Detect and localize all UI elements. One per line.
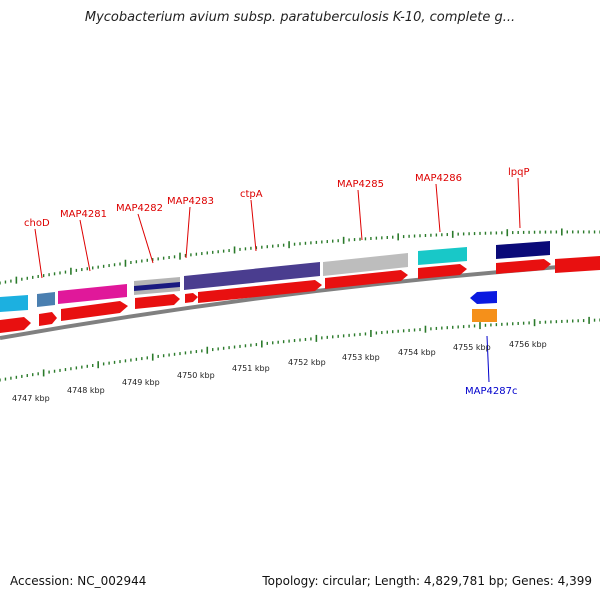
gene-label[interactable]: choD	[24, 218, 50, 229]
reverse-label-leader	[486, 335, 490, 383]
inner-tick-row	[0, 316, 600, 382]
kbp-labels: 4747 kbp 4748 kbp 4749 kbp 4750 kbp 4751…	[12, 340, 547, 403]
gene-label[interactable]: lpqP	[508, 167, 530, 178]
gene-arrow[interactable]	[61, 301, 128, 321]
gene-label[interactable]: MAP4286	[415, 173, 462, 184]
gene-arrow[interactable]	[198, 280, 322, 303]
gene-arrow[interactable]	[135, 294, 180, 309]
kbp-label: 4749 kbp	[122, 378, 160, 387]
gene-label[interactable]: MAP4285	[337, 179, 384, 190]
kbp-label: 4752 kbp	[288, 358, 326, 367]
accession-label: Accession: NC_002944	[10, 574, 147, 588]
feature-navy[interactable]	[496, 241, 550, 259]
gene-arrow[interactable]	[496, 259, 551, 274]
label-leaders	[34, 177, 521, 279]
feature-row-colored	[0, 241, 550, 312]
kbp-label: 4748 kbp	[67, 386, 105, 395]
reverse-feature-orange[interactable]	[472, 309, 497, 322]
gene-arrow[interactable]	[418, 264, 467, 279]
topology-summary: Topology: circular; Length: 4,829,781 bp…	[262, 574, 592, 588]
kbp-label: 4756 kbp	[509, 340, 547, 349]
map-title: Mycobacterium avium subsp. paratuberculo…	[84, 10, 516, 25]
feature-turquoise[interactable]	[418, 247, 467, 265]
gene-label[interactable]: MAP4283	[167, 196, 214, 207]
feature-lightgray[interactable]	[323, 253, 408, 276]
gene-arrow[interactable]	[185, 293, 198, 303]
gene-arrow[interactable]	[0, 317, 31, 333]
gene-label[interactable]: MAP4282	[116, 203, 163, 214]
kbp-label: 4754 kbp	[398, 348, 436, 357]
gene-label-reverse[interactable]: MAP4287c	[465, 386, 517, 397]
feature-slateblue[interactable]	[184, 262, 320, 290]
kbp-label: 4747 kbp	[12, 394, 50, 403]
reverse-gene-arrow-blue[interactable]	[470, 291, 497, 304]
kbp-label: 4755 kbp	[453, 343, 491, 352]
outer-tick-row	[0, 228, 600, 285]
feature-steelblue[interactable]	[37, 292, 55, 307]
gene-arrow[interactable]	[555, 256, 600, 273]
feature-cyan-left[interactable]	[0, 295, 28, 312]
feature-magenta[interactable]	[58, 284, 127, 304]
gene-label[interactable]: ctpA	[240, 189, 263, 200]
gene-label[interactable]: MAP4281	[60, 209, 107, 220]
gene-labels: choD MAP4281 MAP4282 MAP4283 ctpA MAP428…	[24, 167, 530, 397]
kbp-label: 4753 kbp	[342, 353, 380, 362]
gene-arrow[interactable]	[39, 312, 57, 326]
feature-navy-stripe[interactable]	[134, 282, 180, 291]
kbp-label: 4751 kbp	[232, 364, 270, 373]
gene-arrow[interactable]	[325, 270, 408, 289]
feature-row-reverse	[470, 291, 497, 322]
kbp-label: 4750 kbp	[177, 371, 215, 380]
feature-row-red-genes	[0, 256, 600, 333]
